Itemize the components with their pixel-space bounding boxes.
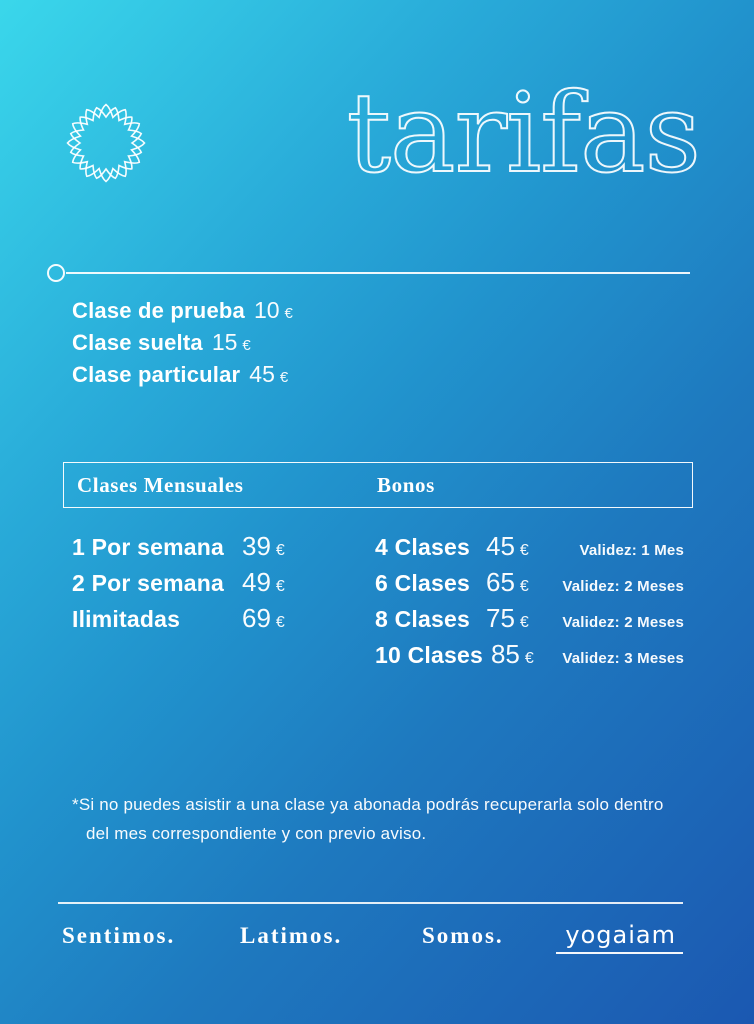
table-row: 6 Clases 65 € Validez: 2 Meses	[375, 567, 684, 603]
page-title: tarifas	[346, 69, 702, 197]
divider-circle-icon	[47, 264, 65, 282]
top-divider	[47, 264, 690, 284]
price-label: Clase particular	[72, 362, 241, 387]
price-label: Clase de prueba	[72, 298, 245, 323]
price-value: 65	[486, 567, 515, 597]
header-bonos: Bonos	[377, 472, 435, 497]
header-clases-mensuales: Clases Mensuales	[77, 472, 244, 497]
currency-symbol: €	[242, 337, 251, 354]
price-label: Ilimitadas	[72, 606, 181, 632]
table-row: 10 Clases 85 € Validez: 3 Meses	[375, 639, 684, 675]
price-label: 4 Clases	[375, 534, 470, 560]
bonos-column: 4 Clases 45 € Validez: 1 Mes 6 Clases 65…	[375, 531, 684, 675]
lotus-front-petals	[66, 103, 146, 183]
table-row: Ilimitadas 69 €	[72, 603, 362, 639]
bottom-divider	[58, 902, 683, 904]
price-value: 15	[211, 329, 238, 355]
price-label: 1 Por semana	[72, 534, 224, 560]
price-value: 45	[249, 361, 275, 387]
price-label: 2 Por semana	[72, 570, 224, 596]
validity-note: Validez: 1 Mes	[579, 542, 684, 559]
currency-symbol: €	[275, 542, 285, 559]
validity-note: Validez: 2 Meses	[562, 578, 684, 595]
table-row: 2 Por semana 49 €	[72, 567, 362, 603]
price-value: 10	[253, 297, 280, 323]
footer-word-sentimos: Sentimos.	[62, 923, 176, 948]
footer: Sentimos. Latimos. Somos. yogaiam	[58, 921, 683, 966]
currency-symbol: €	[519, 542, 529, 559]
currency-symbol: €	[275, 614, 285, 631]
price-value: 75	[486, 603, 515, 633]
currency-symbol: €	[279, 369, 289, 386]
price-label: Clase suelta	[72, 330, 203, 355]
price-label: 6 Clases	[375, 570, 470, 596]
footnote-text: *Si no puedes asistir a una clase ya abo…	[72, 795, 664, 843]
price-value: 45	[486, 531, 515, 561]
lotus-flower-icon	[66, 103, 146, 183]
price-value: 85	[490, 639, 520, 669]
price-table-header: Clases Mensuales Bonos	[63, 462, 693, 508]
intro-price-row: Clase de prueba 10 €	[72, 297, 293, 329]
currency-symbol: €	[275, 578, 285, 595]
validity-note: Validez: 2 Meses	[562, 614, 684, 631]
mensuales-column: 1 Por semana 39 € 2 Por semana 49 € Ilim…	[72, 531, 362, 639]
intro-price-row: Clase particular 45 €	[72, 361, 293, 393]
intro-price-list: Clase de prueba 10 € Clase suelta 15 € C…	[72, 297, 293, 393]
table-row: 8 Clases 75 € Validez: 2 Meses	[375, 603, 684, 639]
lotus-back-petals	[69, 106, 143, 180]
footer-word-latimos: Latimos.	[240, 923, 343, 948]
yogaiam-logo: yogaiam	[556, 921, 683, 954]
price-value: 49	[242, 567, 271, 597]
currency-symbol: €	[284, 305, 293, 322]
currency-symbol: €	[519, 614, 529, 631]
divider-line	[66, 272, 690, 274]
price-value: 69	[242, 603, 271, 633]
intro-price-row: Clase suelta 15 €	[72, 329, 293, 361]
price-label: 10 Clases	[375, 642, 483, 668]
price-value: 39	[242, 531, 271, 561]
table-row: 1 Por semana 39 €	[72, 531, 362, 567]
currency-symbol: €	[524, 650, 534, 667]
validity-note: Validez: 3 Meses	[562, 650, 684, 667]
table-row: 4 Clases 45 € Validez: 1 Mes	[375, 531, 684, 567]
currency-symbol: €	[519, 578, 529, 595]
footer-word-somos: Somos.	[422, 923, 504, 948]
price-label: 8 Clases	[375, 606, 470, 632]
